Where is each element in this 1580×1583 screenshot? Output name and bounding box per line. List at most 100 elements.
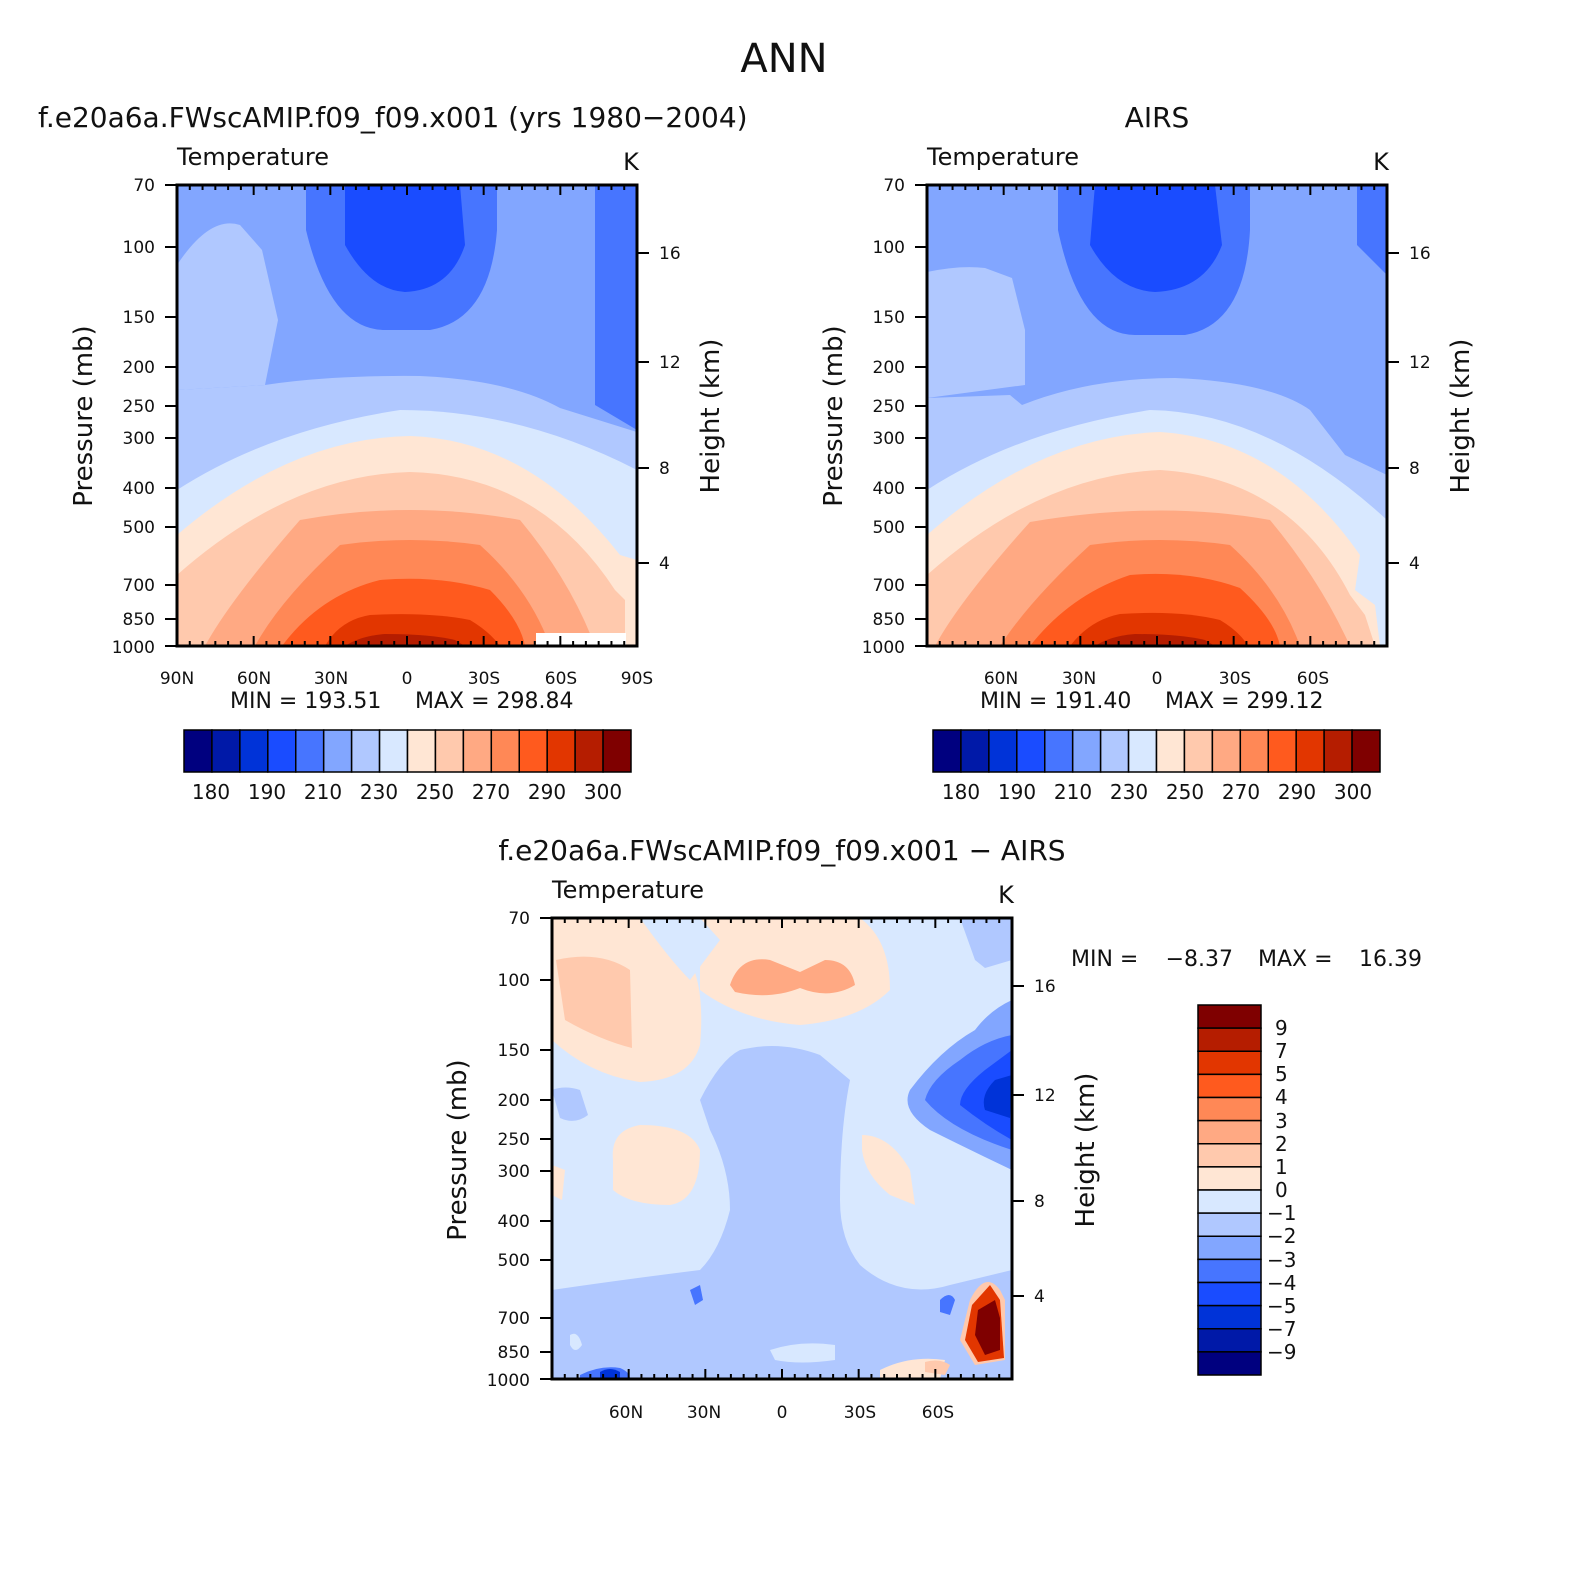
colorbar-swatch xyxy=(1197,1050,1262,1076)
panel-model-variable: Temperature xyxy=(176,143,329,171)
y-tick-label: 100 xyxy=(498,971,530,991)
colorbar-label: 0 xyxy=(1275,1178,1288,1202)
colorbar-swatch xyxy=(1323,729,1353,773)
colorbar-swatch xyxy=(1155,729,1186,773)
panel-model-x-labels: 90N 60N 30N 0 30S 60S 90S xyxy=(160,669,653,689)
colorbar-swatch xyxy=(1197,1096,1262,1122)
colorbar-label: 270 xyxy=(1222,780,1260,804)
colorbar-label: 190 xyxy=(248,780,286,804)
y2-tick-label: 8 xyxy=(1034,1192,1045,1212)
colorbar-swatch xyxy=(1016,729,1046,773)
colorbar-swatch xyxy=(183,729,213,773)
y2-tick-label: 16 xyxy=(1409,244,1431,264)
y2-tick-label: 12 xyxy=(1034,1086,1056,1106)
colorbar-label: 230 xyxy=(360,780,398,804)
x-tick-label: 90N xyxy=(160,669,194,689)
colorbar-swatch xyxy=(1197,1304,1262,1330)
panel-model: f.e20a6a.FWscAMIP.f09_f09.x001 (yrs 1980… xyxy=(38,101,748,804)
colorbar-swatch xyxy=(322,729,353,773)
y-tick-label: 150 xyxy=(873,308,905,328)
y-tick-label: 850 xyxy=(873,610,905,630)
colorbar-swatch xyxy=(1183,729,1214,773)
colorbar-swatch xyxy=(1197,1351,1262,1376)
y2-tick-label: 16 xyxy=(659,244,681,264)
colorbar-label: −4 xyxy=(1267,1271,1296,1295)
panel-model-colorbar xyxy=(183,729,632,773)
panel-diff-title: f.e20a6a.FWscAMIP.f09_f09.x001 − AIRS xyxy=(498,834,1065,867)
figure-title: ANN xyxy=(740,36,827,82)
panel-diff-ticks xyxy=(540,917,1024,1380)
y-tick-label: 200 xyxy=(873,358,905,378)
y-tick-label: 1000 xyxy=(487,1371,530,1391)
colorbar-swatch xyxy=(1197,1328,1262,1353)
y-tick-label: 100 xyxy=(123,238,155,258)
y-tick-label: 300 xyxy=(873,429,905,449)
colorbar-label: −9 xyxy=(1267,1340,1296,1364)
colorbar-swatch xyxy=(267,729,297,773)
panel-diff-max-label: MAX = xyxy=(1258,947,1333,972)
panel-obs-max: MAX = 299.12 xyxy=(1165,689,1324,714)
y-tick-label: 700 xyxy=(123,576,155,596)
colorbar-swatch xyxy=(490,729,520,773)
panel-model-units: K xyxy=(623,148,640,176)
y-tick-label: 300 xyxy=(498,1162,530,1182)
y-tick-label: 400 xyxy=(123,479,155,499)
colorbar-swatch xyxy=(518,729,548,773)
colorbar-swatch xyxy=(574,729,604,773)
colorbar-swatch xyxy=(1197,1119,1262,1145)
colorbar-swatch xyxy=(1197,1212,1262,1237)
colorbar-swatch xyxy=(350,729,381,773)
x-tick-label: 0 xyxy=(1152,669,1163,689)
y-tick-label: 250 xyxy=(123,397,155,417)
colorbar-label: 300 xyxy=(584,780,622,804)
colorbar-swatch xyxy=(1197,1235,1262,1261)
panel-model-min: MIN = 193.51 xyxy=(230,689,381,714)
y2-tick-label: 12 xyxy=(1409,353,1431,373)
colorbar-label: 250 xyxy=(416,780,454,804)
colorbar-swatch xyxy=(1197,1004,1262,1029)
y-tick-label: 400 xyxy=(873,479,905,499)
panel-diff-colorbar-labels: 9 7 5 4 3 2 1 0 −1 −2 −3 −4 −5 −7 −9 xyxy=(1267,1016,1296,1364)
colorbar-swatch xyxy=(1197,1258,1262,1284)
panel-model-colorbar-labels: 180 190 210 230 250 270 290 300 xyxy=(192,780,622,804)
x-tick-label: 60N xyxy=(609,1403,643,1423)
colorbar-label: 210 xyxy=(1054,780,1092,804)
colorbar-swatch xyxy=(462,729,493,773)
colorbar-swatch xyxy=(295,729,325,773)
y-tick-label: 150 xyxy=(123,308,155,328)
colorbar-swatch xyxy=(1197,1143,1262,1168)
y2-tick-label: 12 xyxy=(659,353,681,373)
panel-model-ticks xyxy=(165,184,649,647)
panel-obs-y-labels: 70 100 150 200 250 300 400 500 700 850 1… xyxy=(862,176,905,658)
colorbar-swatch xyxy=(1127,729,1158,773)
colorbar-swatch xyxy=(239,729,269,773)
colorbar-label: 290 xyxy=(1278,780,1316,804)
colorbar-swatch xyxy=(1044,729,1074,773)
colorbar-swatch xyxy=(378,729,409,773)
x-tick-label: 30S xyxy=(844,1403,876,1423)
colorbar-label: 180 xyxy=(942,780,980,804)
x-tick-label: 60N xyxy=(237,669,271,689)
x-tick-label: 60S xyxy=(922,1403,954,1423)
y-tick-label: 700 xyxy=(498,1309,530,1329)
panel-model-ylabel: Pressure (mb) xyxy=(69,325,99,506)
y-tick-label: 850 xyxy=(123,610,155,630)
panel-diff-y-labels: 70 100 150 200 250 300 400 500 700 850 1… xyxy=(487,909,530,1391)
y2-tick-label: 4 xyxy=(1409,554,1420,574)
panel-obs: AIRS Temperature K 60N 30N 0 30S 60S xyxy=(819,101,1476,804)
colorbar-swatch xyxy=(1099,729,1130,773)
colorbar-label: 9 xyxy=(1275,1016,1288,1040)
x-tick-label: 30S xyxy=(468,669,500,689)
colorbar-swatch xyxy=(1197,1073,1262,1099)
colorbar-label: 270 xyxy=(472,780,510,804)
panel-obs-field xyxy=(927,185,1387,646)
panel-model-title: f.e20a6a.FWscAMIP.f09_f09.x001 (yrs 1980… xyxy=(38,101,748,134)
x-tick-label: 0 xyxy=(777,1403,788,1423)
panel-obs-ticks xyxy=(915,184,1399,647)
colorbar-swatch xyxy=(1351,729,1381,773)
colorbar-swatch xyxy=(1197,1166,1262,1191)
colorbar-swatch xyxy=(988,729,1018,773)
y-tick-label: 500 xyxy=(873,518,905,538)
x-tick-label: 90S xyxy=(621,669,653,689)
panel-obs-ylabel: Pressure (mb) xyxy=(819,325,849,506)
